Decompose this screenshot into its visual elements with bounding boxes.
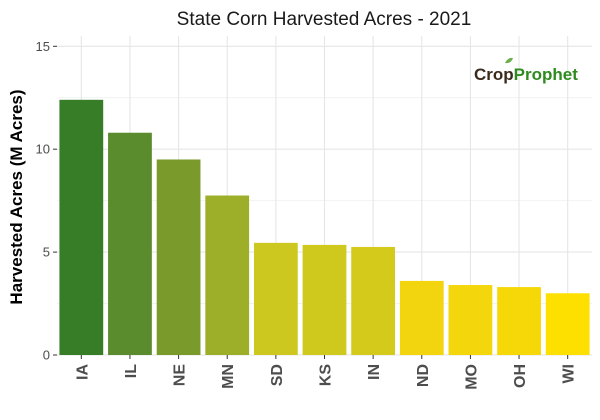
logo-text-crop: Crop [474,65,514,84]
leaf-icon [505,57,513,64]
bar-ne [156,159,201,355]
bar-il [108,132,152,355]
bar-ks [302,244,347,355]
logo-text-prophet: Prophet [514,65,579,84]
x-tick-label: KS [318,364,335,387]
svg-text:CropProphet: CropProphet [474,65,578,84]
bar-in [351,246,396,355]
bar-mo [448,285,493,355]
x-tick-label: ND [415,364,432,387]
bar-sd [253,242,298,355]
y-axis: 0 5 10 15 [36,39,57,363]
y-tick-label: 10 [36,142,50,157]
x-axis: IA IL NE MN SD KS IN ND MO OH WI [74,355,578,390]
x-tick-label: IA [74,364,91,380]
bar-ia [59,99,104,355]
bar-nd [399,280,444,355]
chart-title: State Corn Harvested Acres - 2021 [177,9,472,30]
y-axis-label: Harvested Acres (M Acres) [7,89,26,304]
y-tick-label: 0 [43,348,50,363]
x-tick-label: WI [561,364,578,384]
bar-oh [497,287,541,355]
bar-wi [545,293,590,355]
x-tick-label: SD [269,364,286,386]
cropprophet-logo: CropProphet [474,57,578,84]
x-tick-label: NE [172,364,189,387]
x-tick-label: MN [220,364,237,389]
bar-mn [205,195,250,355]
y-tick-label: 15 [36,39,50,54]
bars [59,99,590,355]
x-tick-label: IN [366,364,383,380]
x-tick-label: OH [512,364,529,388]
y-tick-label: 5 [43,245,50,260]
x-tick-label: MO [463,364,480,390]
x-tick-label: IL [123,364,140,378]
